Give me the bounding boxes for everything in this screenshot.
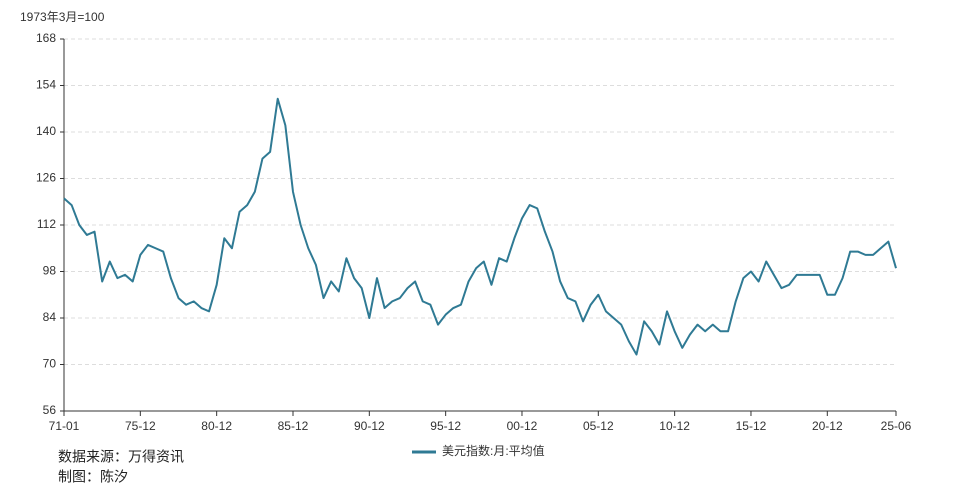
x-tick-label: 00-12: [507, 419, 538, 433]
source-note: 数据来源：万得资讯: [58, 449, 184, 465]
x-tick-label: 71-01: [49, 419, 80, 433]
x-tick-label: 80-12: [201, 419, 232, 433]
x-tick-label: 20-12: [812, 419, 843, 433]
x-tick-label: 25-06: [881, 419, 912, 433]
data-line: [63, 97, 897, 356]
x-tick-label: 90-12: [354, 419, 385, 433]
y-tick-label: 98: [43, 264, 57, 278]
y-tick-label: 84: [43, 310, 57, 324]
x-tick-label: 05-12: [583, 419, 614, 433]
x-tick-label: 15-12: [736, 419, 767, 433]
x-tick-label: 95-12: [430, 419, 461, 433]
y-tick-label: 168: [36, 31, 56, 45]
y-tick-label: 126: [36, 171, 56, 185]
y-tick-label: 140: [36, 124, 56, 138]
y-tick-label: 112: [37, 217, 56, 231]
y-tick-label: 154: [36, 78, 56, 92]
y-tick-label: 56: [43, 403, 57, 417]
legend-label: 美元指数:月:平均值: [442, 443, 545, 458]
y-tick-label: 70: [43, 357, 57, 371]
x-tick-label: 75-12: [125, 419, 156, 433]
y-axis-unit: 1973年3月=100: [20, 10, 105, 24]
credit-note: 制图：陈汐: [58, 469, 128, 485]
x-tick-label: 10-12: [659, 419, 690, 433]
x-tick-label: 85-12: [278, 419, 309, 433]
